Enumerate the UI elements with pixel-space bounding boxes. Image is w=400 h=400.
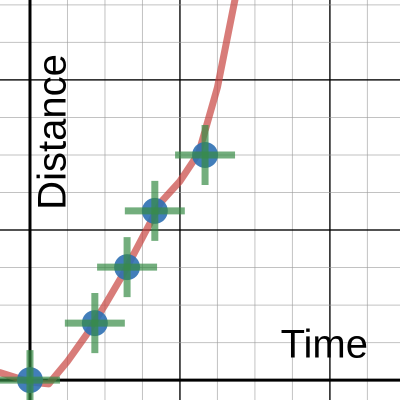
x-axis-label: Time (281, 323, 368, 367)
marks (0, 0, 239, 400)
y-axis-label: Distance (31, 54, 75, 210)
